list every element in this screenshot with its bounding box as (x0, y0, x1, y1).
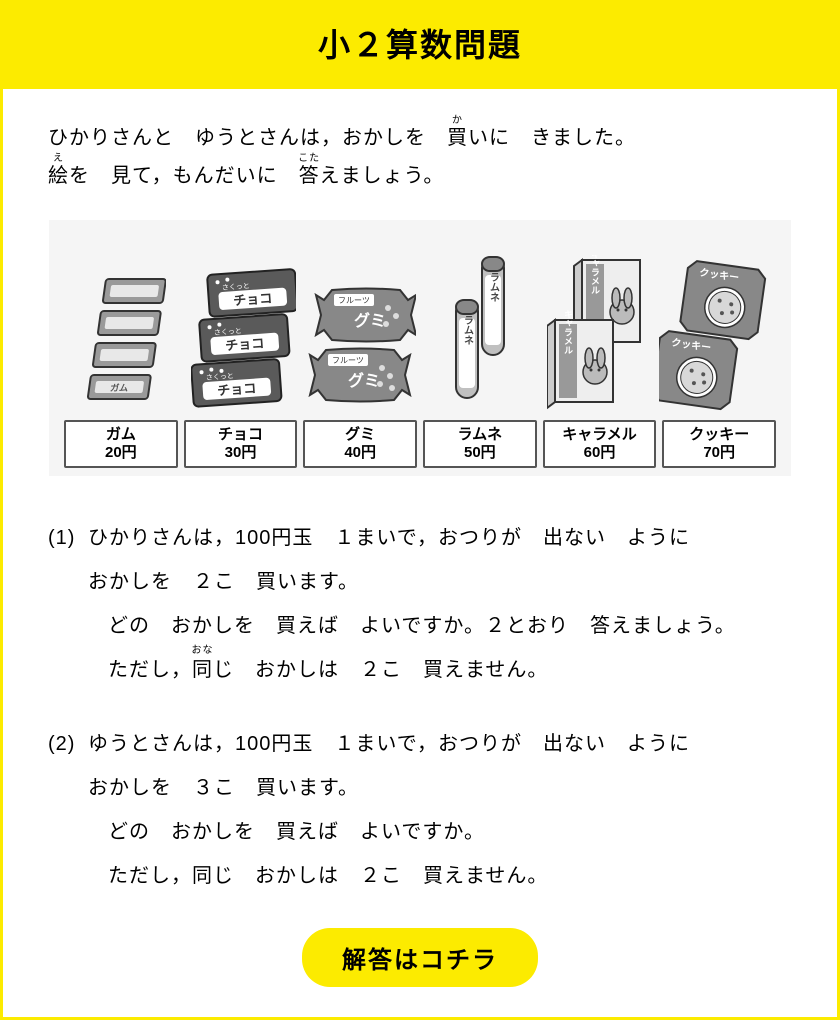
header: 小２算数問題 (0, 0, 840, 86)
label-name: ラムネ (425, 426, 535, 444)
product-cookie: クッキー クッキー (655, 235, 773, 415)
intro-part: いに きました。 (468, 127, 636, 149)
gummy-icon: フルーツ グミ フルーツ グミ (306, 280, 416, 415)
label-price: 60円 (545, 444, 655, 462)
product-row: ガム (59, 235, 781, 415)
intro-part: えましょう。 (320, 165, 445, 187)
choco-icon: さくっと チョコ さくっと チョコ さくっと (191, 265, 296, 415)
caramel-icon: キャラメル キャラメル (547, 255, 647, 415)
question-text: ただし， (108, 659, 192, 681)
label-cookie: クッキー 70円 (662, 420, 776, 468)
label-name: キャラメル (545, 426, 655, 444)
ruby-text: こた (298, 149, 320, 168)
svg-text:チョコ: チョコ (225, 336, 265, 354)
question-text: ゆうとさんは，100円玉 １まいで，おつりが 出ない ように (88, 733, 690, 755)
question-text: じ おかしは ２こ 買えません。 (213, 659, 548, 681)
svg-text:ラムネ: ラムネ (487, 272, 499, 302)
label-price: 20円 (66, 444, 176, 462)
svg-text:キャラメル: キャラメル (590, 255, 600, 295)
answer-button-wrap: 解答はコチラ (48, 928, 792, 987)
question-2: (2)ゆうとさんは，100円玉 １まいで，おつりが 出ない ように おかしを ３… (48, 722, 792, 898)
question-text: おかしを ２こ 買います。 (48, 560, 792, 604)
product-choco: さくっと チョコ さくっと チョコ さくっと (185, 235, 303, 415)
product-ramune: ラムネ ラムネ (420, 235, 538, 415)
price-labels: ガム 20円 チョコ 30円 グミ 40円 ラムネ 50円 キャラメル 60円 … (59, 420, 781, 476)
page-title: 小２算数問題 (0, 20, 840, 66)
product-shelf: ガム (48, 220, 792, 476)
question-number: (1) (48, 516, 88, 560)
product-gummy: フルーツ グミ フルーツ グミ (302, 235, 420, 415)
question-number: (2) (48, 722, 88, 766)
label-price: 30円 (186, 444, 296, 462)
gum-icon: ガム (86, 265, 166, 415)
label-caramel: キャラメル 60円 (543, 420, 657, 468)
ruby-same: おな同 (192, 648, 213, 692)
kanji: 答 (299, 165, 320, 187)
question-1: (1)ひかりさんは，100円玉 １まいで，おつりが 出ない ように おかしを ２… (48, 516, 792, 692)
label-name: チョコ (186, 426, 296, 444)
product-caramel: キャラメル キャラメル (538, 235, 656, 415)
question-text: おかしを ３こ 買います。 (48, 766, 792, 810)
question-text: ひかりさんは，100円玉 １まいで，おつりが 出ない ように (88, 527, 690, 549)
ruby-text: おな (192, 640, 214, 662)
label-ramune: ラムネ 50円 (423, 420, 537, 468)
label-gum: ガム 20円 (64, 420, 178, 468)
svg-text:グミ: グミ (348, 371, 380, 390)
svg-text:チョコ: チョコ (217, 381, 257, 399)
kanji: 絵 (48, 165, 69, 187)
label-price: 50円 (425, 444, 535, 462)
svg-text:キャラメル: キャラメル (563, 309, 573, 354)
label-name: グミ (305, 426, 415, 444)
ruby-picture: え絵 (48, 157, 69, 195)
label-price: 70円 (664, 444, 774, 462)
label-choco: チョコ 30円 (184, 420, 298, 468)
svg-text:フルーツ: フルーツ (332, 356, 364, 365)
label-gummy: グミ 40円 (303, 420, 417, 468)
ruby-answer: こた答 (299, 157, 320, 195)
svg-text:チョコ: チョコ (233, 291, 273, 309)
product-gum: ガム (67, 235, 185, 415)
answer-button[interactable]: 解答はコチラ (302, 928, 538, 987)
label-name: ガム (66, 426, 176, 444)
svg-text:フルーツ: フルーツ (338, 296, 370, 305)
intro-part: ひかりさんと ゆうとさんは，おかしを (48, 127, 447, 149)
ruby-buy: か買 (447, 119, 468, 157)
svg-text:ガム: ガム (109, 382, 129, 393)
svg-text:ラムネ: ラムネ (461, 315, 473, 345)
question-text: ただし，同じ おかしは ２こ 買えません。 (48, 854, 792, 898)
label-name: クッキー (664, 426, 774, 444)
ramune-icon: ラムネ ラムネ (444, 255, 514, 415)
kanji: 同 (192, 659, 213, 681)
cookie-icon: クッキー クッキー (659, 255, 769, 415)
intro-text: ひかりさんと ゆうとさんは，おかしを か買いに きました。 え絵を 見て，もんだ… (48, 119, 792, 195)
svg-text:グミ: グミ (354, 311, 386, 330)
question-text: どの おかしを 買えば よいですか。２とおり 答えましょう。 (48, 604, 792, 648)
content: ひかりさんと ゆうとさんは，おかしを か買いに きました。 え絵を 見て，もんだ… (0, 86, 840, 1020)
label-price: 40円 (305, 444, 415, 462)
ruby-text: か (452, 111, 463, 130)
ruby-text: え (53, 149, 64, 168)
question-text: どの おかしを 買えば よいですか。 (48, 810, 792, 854)
intro-part: を 見て，もんだいに (69, 165, 299, 187)
kanji: 買 (447, 127, 468, 149)
